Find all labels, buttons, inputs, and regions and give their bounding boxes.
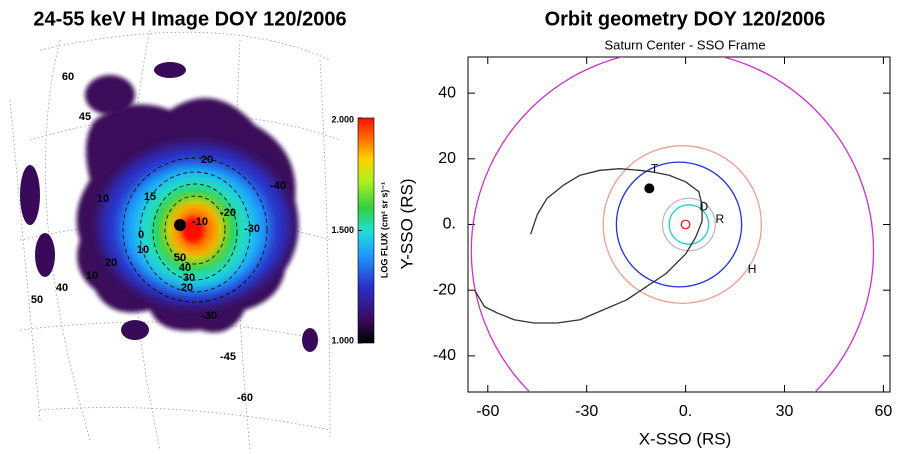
contour-label: -40 [270, 180, 286, 192]
colorbar-tick-label: 1.500 [331, 225, 354, 235]
contour-label: 20 [201, 154, 213, 166]
contour-label: 40 [56, 282, 68, 294]
contour-label: 10 [86, 270, 98, 282]
orbit-label: R [716, 212, 725, 226]
chart-subtitle: Saturn Center - SSO Frame [604, 37, 765, 52]
x-tick-label: 0. [679, 403, 692, 420]
x-tick-label: -60 [476, 403, 499, 420]
colorbar-label: LOG FLUX (cm² sr s)⁻¹ [379, 182, 389, 278]
contour-label: 15 [144, 191, 156, 203]
figure: 24-55 keV H Image DOY 120/2006 Orbit geo… [0, 0, 899, 454]
y-axis-label: Y-SSO (RS) [397, 178, 416, 269]
y-tick-label: 0. [443, 216, 456, 233]
x-axis-label: X-SSO (RS) [639, 429, 732, 448]
chart-title: 24-55 keV H Image DOY 120/2006 [33, 8, 346, 30]
spacecraft [644, 183, 654, 193]
contour-label: -10 [192, 216, 208, 228]
orbit-label: H [748, 262, 757, 276]
x-tick-label: -30 [575, 403, 598, 420]
contour-label: -30 [244, 223, 260, 235]
contour-label: 20 [181, 282, 193, 294]
chart-title: Orbit geometry DOY 120/2006 [545, 8, 826, 30]
contour-label: 50 [31, 294, 43, 306]
x-tick-label: 30 [776, 403, 794, 420]
y-tick-label: -40 [433, 347, 456, 364]
contour-label: 60 [62, 71, 74, 83]
trajectory [475, 169, 702, 323]
contour-label: -20 [220, 207, 236, 219]
y-tick-label: -20 [433, 281, 456, 298]
contour-label: -45 [220, 351, 236, 363]
contour-label: 0 [138, 229, 144, 241]
contour-label: 10 [137, 244, 149, 256]
orbit [681, 220, 690, 229]
flux-image [20, 62, 318, 352]
x-tick-label: 60 [875, 403, 893, 420]
y-tick-label: 20 [438, 150, 456, 167]
colorbar-tick-label: 2.000 [331, 114, 354, 124]
contour-label: -30 [201, 310, 217, 322]
contour-label: -60 [237, 392, 253, 404]
contour-label: 45 [79, 111, 91, 123]
contour-label: 20 [105, 257, 117, 269]
orbit [471, 50, 873, 451]
contour-label: 10 [97, 193, 109, 205]
colorbar-tick-label: 1.000 [331, 335, 354, 345]
y-tick-label: 40 [438, 84, 456, 101]
